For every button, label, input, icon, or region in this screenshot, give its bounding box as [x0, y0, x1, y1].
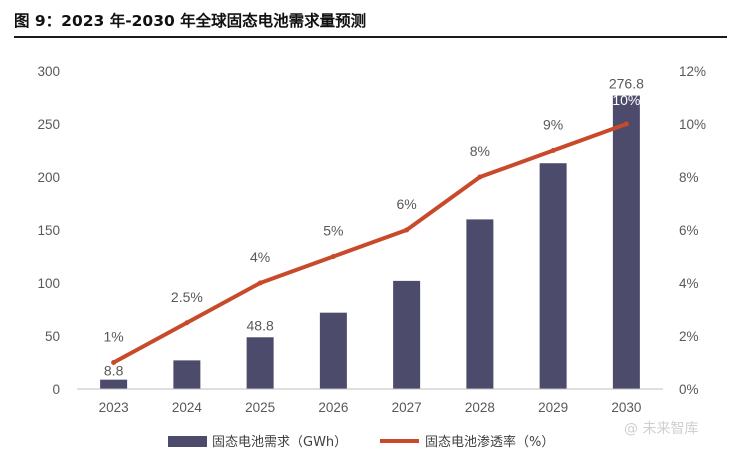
x-tick-label: 2028: [465, 400, 495, 415]
legend-bar-label: 固态电池需求（GWh）: [212, 435, 347, 450]
bar-value-label: 48.8: [247, 317, 274, 333]
legend-bar-swatch: [168, 436, 207, 447]
left-tick-label: 50: [45, 329, 60, 344]
line-value-label: 8%: [470, 143, 490, 159]
bar-value-label: 276.8: [609, 76, 644, 92]
right-axis-ticks: 0% 2% 4% 6% 8% 10% 12%: [679, 64, 706, 397]
x-tick-label: 2030: [611, 400, 641, 415]
line-point: [111, 360, 117, 365]
line-point: [550, 148, 556, 153]
right-tick-label: 10%: [679, 117, 706, 132]
figure-header: 图 9：2023 年-2030 年全球固态电池需求量预测: [14, 10, 727, 38]
x-axis-ticks: 2023 2024 2025 2026 2027 2028 2029 2030: [99, 400, 642, 415]
left-axis-ticks: 0 50 100 150 200 250 300: [37, 64, 60, 397]
watermark-text: @ 未来智库: [624, 421, 698, 437]
legend: 固态电池需求（GWh） 固态电池渗透率（%）: [168, 434, 554, 450]
bar-series: [100, 95, 640, 389]
line-point: [623, 121, 629, 127]
line-point: [330, 254, 336, 259]
x-tick-label: 2029: [538, 400, 568, 415]
right-tick-label: 0%: [679, 382, 699, 397]
line-point: [404, 227, 410, 233]
left-tick-label: 100: [37, 276, 60, 291]
bar: [246, 337, 274, 389]
x-tick-label: 2027: [392, 400, 422, 415]
bar: [393, 280, 421, 389]
line-data-labels: 1% 2.5% 4% 5% 6% 8% 9% 10%: [104, 92, 641, 345]
right-tick-label: 2%: [679, 329, 699, 344]
line-series: [111, 121, 629, 365]
x-tick-label: 2026: [318, 400, 348, 415]
left-tick-label: 200: [37, 170, 60, 185]
line-value-label: 6%: [397, 196, 417, 212]
right-tick-label: 12%: [679, 64, 706, 79]
left-tick-label: 150: [37, 223, 60, 238]
line-value-label: 1%: [104, 329, 124, 345]
x-tick-label: 2024: [172, 400, 203, 415]
bar-data-labels: 8.8 48.8 276.8: [104, 76, 644, 379]
right-tick-label: 8%: [679, 170, 699, 185]
x-tick-label: 2025: [245, 400, 275, 415]
bar: [319, 312, 347, 389]
legend-line-label: 固态电池渗透率（%）: [425, 434, 554, 450]
line-value-label: 2.5%: [171, 289, 203, 305]
right-tick-label: 4%: [679, 276, 699, 291]
bar: [539, 163, 567, 389]
right-tick-label: 6%: [679, 223, 699, 238]
line-point: [184, 320, 190, 326]
line-value-label: 5%: [323, 223, 343, 239]
penetration-line: [111, 122, 629, 365]
left-tick-label: 250: [37, 117, 60, 132]
line-point: [477, 174, 483, 180]
bar: [100, 379, 128, 389]
bar: [466, 219, 494, 389]
figure-title: 图 9：2023 年-2030 年全球固态电池需求量预测: [14, 12, 367, 30]
line-value-label: 9%: [543, 117, 563, 133]
bar-value-label: 8.8: [104, 363, 124, 379]
line-point: [257, 280, 263, 286]
bar: [612, 95, 640, 389]
bar: [173, 360, 201, 389]
line-value-label: 10%: [612, 92, 640, 108]
x-tick-label: 2023: [99, 400, 129, 415]
line-value-label: 4%: [250, 249, 270, 265]
left-tick-label: 300: [37, 64, 60, 79]
left-tick-label: 0: [52, 382, 60, 397]
